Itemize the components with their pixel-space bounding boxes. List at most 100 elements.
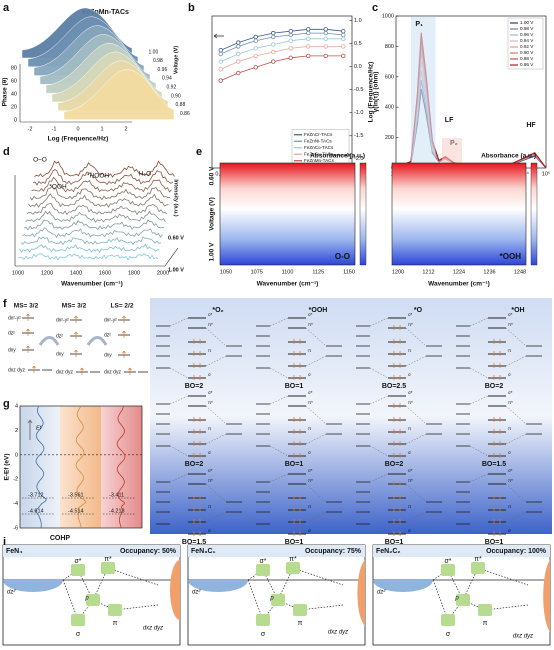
mo-box xyxy=(286,562,300,574)
correlation xyxy=(169,473,227,535)
shaded-band xyxy=(410,17,436,167)
spin-state: MS= 3/2 xyxy=(14,303,39,310)
electron xyxy=(493,363,501,368)
electron xyxy=(393,339,401,344)
voltage-label: 0.88 xyxy=(176,102,186,108)
data-point xyxy=(288,32,293,38)
y2-tick-label: -2.0 xyxy=(354,156,363,162)
mo-box xyxy=(456,594,470,606)
data-point xyxy=(253,65,258,70)
correlation xyxy=(269,317,327,379)
level-label: dz² xyxy=(377,590,386,596)
electron xyxy=(493,441,501,446)
electron xyxy=(293,339,301,344)
arrow xyxy=(27,419,33,440)
x-tick-label: 1075 xyxy=(251,269,263,275)
spectrum xyxy=(20,236,162,246)
x-tick-label: 2000 xyxy=(157,270,169,276)
y-tick-label: 400 xyxy=(385,105,394,111)
map-label: *OOH xyxy=(500,252,522,261)
electron xyxy=(393,531,401,536)
electron xyxy=(393,351,401,356)
bond-order: BO=2.5 xyxy=(382,383,406,390)
level-label: σ* xyxy=(74,558,81,565)
mo-label: σ xyxy=(208,528,211,533)
data-point xyxy=(236,70,241,76)
data-point xyxy=(341,44,346,49)
mo-box xyxy=(108,604,122,616)
x-tick-label: 1150 xyxy=(343,269,355,275)
y-tick-label: 0 xyxy=(15,452,18,458)
bond-order: BO=2 xyxy=(185,461,204,468)
x-tick-label: 1200 xyxy=(41,270,53,276)
mo-label: π* xyxy=(308,322,313,327)
x-tick-label: 1248 xyxy=(514,269,526,275)
legend-label: 1.00 V xyxy=(520,20,534,25)
data-point xyxy=(323,27,328,32)
dxz-orbital xyxy=(170,560,180,620)
voltage-label: 0.98 xyxy=(153,58,163,64)
legend-label: FeZnNi-TACs xyxy=(304,138,332,143)
case-name: FeN₂C₂ xyxy=(376,548,401,555)
peak-value: -3.411 xyxy=(109,492,124,498)
x-tick-label: 10⁵ xyxy=(542,170,550,177)
peak-box xyxy=(441,138,462,164)
mo-label: π* xyxy=(308,400,313,405)
mo-label: π xyxy=(408,348,411,353)
case-header xyxy=(373,545,550,557)
legend-box xyxy=(507,17,544,70)
legend-label: 0.94 V xyxy=(520,38,534,43)
electron xyxy=(393,441,401,446)
voltage-label: 1.00 xyxy=(149,49,159,55)
electron xyxy=(393,481,401,486)
x-tick-label: 1 xyxy=(100,126,103,132)
y-tick-label: 600 xyxy=(385,74,394,80)
legend-label: FeZnCu-TACs xyxy=(304,151,334,156)
mo-box xyxy=(478,604,492,616)
mo-label: π xyxy=(408,426,411,431)
mo-box xyxy=(271,594,285,606)
legend-label: 0.88 V xyxy=(520,56,534,61)
y2-tick-label: -0.5 xyxy=(354,87,363,93)
bond-order: BO=2 xyxy=(185,383,204,390)
spin-arrow xyxy=(122,330,126,338)
x-tick-label: 1200 xyxy=(392,269,404,275)
mo-label: σ xyxy=(508,528,511,533)
electron xyxy=(193,453,201,458)
legend-label: FeZnCo-TACs xyxy=(304,145,334,150)
y-tick-label: 200 xyxy=(385,135,394,141)
y-tick-label: 20 xyxy=(11,104,17,110)
y-axis-label: Voltage (V) xyxy=(209,197,216,230)
x-axis-label: Wavenumber (cm⁻¹) xyxy=(257,281,319,288)
spin-state: MS= 3/2 xyxy=(62,303,87,310)
data-point xyxy=(253,38,258,43)
electron xyxy=(293,519,301,524)
mo-label: σ* xyxy=(508,312,513,317)
correlation xyxy=(369,395,427,457)
mo-label: π* xyxy=(208,322,213,327)
data-point xyxy=(323,53,328,59)
data-point xyxy=(341,36,346,41)
voltage-label: 0.60 V xyxy=(209,166,216,185)
case-header xyxy=(3,545,180,557)
bond-order: BO=1 xyxy=(285,383,304,390)
colorbar-label: Absorbance (a.u.) xyxy=(310,153,365,160)
data-point xyxy=(323,44,328,49)
electron xyxy=(393,519,401,524)
mo-label: π xyxy=(208,426,211,431)
mo-label: σ xyxy=(408,528,411,533)
y2-tick-label: 0.5 xyxy=(354,41,362,47)
electron xyxy=(393,363,401,368)
electron xyxy=(193,417,201,422)
dxz-orbital xyxy=(543,560,550,632)
orbital-label: dxy xyxy=(56,351,64,357)
x-axis-label: Log (Frequence/Hz) xyxy=(48,136,109,143)
cohp-curve xyxy=(35,405,47,529)
peak-label: *OOH xyxy=(49,184,67,191)
arrow xyxy=(213,33,224,39)
spectrum xyxy=(32,169,174,186)
panel-label: g xyxy=(3,398,10,410)
mo-label: σ xyxy=(408,372,411,377)
data-point xyxy=(218,78,223,83)
